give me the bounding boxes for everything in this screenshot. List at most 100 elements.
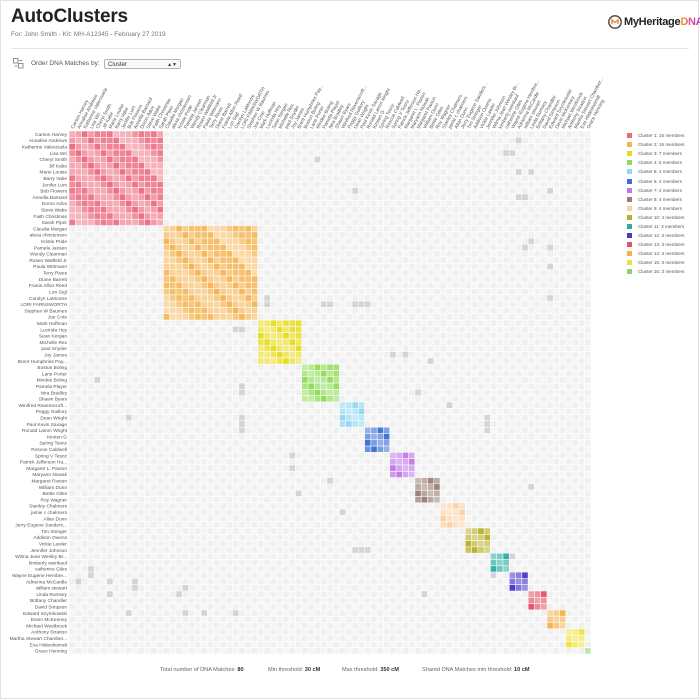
empty-cell[interactable] (87, 250, 95, 258)
empty-cell[interactable] (150, 364, 158, 371)
empty-cell[interactable] (433, 313, 441, 321)
empty-cell[interactable] (301, 149, 308, 157)
cluster-cell[interactable] (150, 168, 158, 176)
empty-cell[interactable] (238, 401, 246, 409)
empty-cell[interactable] (509, 194, 516, 201)
empty-cell[interactable] (270, 244, 277, 251)
empty-cell[interactable] (364, 212, 371, 220)
empty-cell[interactable] (100, 471, 107, 478)
empty-cell[interactable] (414, 219, 422, 226)
empty-cell[interactable] (370, 326, 378, 333)
empty-cell[interactable] (440, 389, 447, 396)
empty-cell[interactable] (496, 257, 503, 264)
cluster-cell[interactable] (113, 200, 120, 207)
empty-cell[interactable] (301, 206, 308, 213)
empty-cell[interactable] (238, 364, 246, 371)
empty-cell[interactable] (490, 408, 497, 415)
empty-cell[interactable] (125, 477, 132, 484)
empty-cell[interactable] (69, 294, 76, 302)
empty-cell[interactable] (389, 175, 397, 182)
empty-cell[interactable] (232, 332, 239, 339)
empty-cell[interactable] (188, 181, 195, 188)
empty-cell[interactable] (396, 244, 403, 251)
empty-cell[interactable] (226, 502, 233, 510)
cluster-cell[interactable] (75, 162, 82, 169)
shared-cell[interactable] (238, 389, 246, 396)
empty-cell[interactable] (452, 294, 459, 302)
empty-cell[interactable] (282, 168, 290, 176)
cluster-cell[interactable] (201, 238, 208, 245)
cluster-cell[interactable] (169, 263, 176, 270)
empty-cell[interactable] (389, 275, 397, 283)
cluster-cell[interactable] (188, 275, 195, 283)
empty-cell[interactable] (270, 149, 277, 157)
empty-cell[interactable] (295, 181, 302, 188)
cluster-cell[interactable] (113, 131, 120, 138)
empty-cell[interactable] (584, 257, 591, 264)
empty-cell[interactable] (421, 471, 428, 478)
empty-cell[interactable] (69, 427, 76, 434)
empty-cell[interactable] (490, 332, 497, 339)
empty-cell[interactable] (509, 212, 516, 220)
empty-cell[interactable] (458, 175, 466, 182)
empty-cell[interactable] (509, 238, 516, 245)
empty-cell[interactable] (540, 282, 547, 289)
empty-cell[interactable] (175, 149, 183, 157)
empty-cell[interactable] (553, 131, 560, 138)
empty-cell[interactable] (207, 496, 214, 503)
empty-cell[interactable] (553, 181, 560, 188)
cluster-cell[interactable] (150, 143, 158, 150)
empty-cell[interactable] (307, 162, 315, 169)
empty-cell[interactable] (144, 364, 151, 371)
empty-cell[interactable] (515, 376, 522, 384)
empty-cell[interactable] (345, 162, 353, 169)
empty-cell[interactable] (396, 238, 403, 245)
empty-cell[interactable] (270, 282, 277, 289)
empty-cell[interactable] (383, 200, 390, 207)
empty-cell[interactable] (572, 219, 579, 226)
empty-cell[interactable] (502, 200, 510, 207)
empty-cell[interactable] (389, 313, 397, 321)
cluster-cell[interactable] (157, 143, 164, 150)
empty-cell[interactable] (484, 219, 491, 226)
empty-cell[interactable] (414, 212, 422, 220)
empty-cell[interactable] (150, 464, 158, 472)
empty-cell[interactable] (182, 471, 189, 478)
empty-cell[interactable] (339, 149, 346, 157)
empty-cell[interactable] (389, 439, 397, 447)
empty-cell[interactable] (377, 376, 384, 384)
empty-cell[interactable] (383, 338, 390, 346)
empty-cell[interactable] (546, 332, 554, 339)
empty-cell[interactable] (226, 212, 233, 220)
cluster-cell[interactable] (339, 408, 346, 415)
empty-cell[interactable] (364, 257, 371, 264)
empty-cell[interactable] (553, 452, 560, 459)
empty-cell[interactable] (584, 263, 591, 270)
empty-cell[interactable] (565, 351, 573, 358)
empty-cell[interactable] (509, 275, 516, 283)
empty-cell[interactable] (345, 219, 353, 226)
empty-cell[interactable] (150, 238, 158, 245)
empty-cell[interactable] (502, 370, 510, 377)
empty-cell[interactable] (458, 263, 466, 270)
empty-cell[interactable] (471, 301, 478, 308)
empty-cell[interactable] (559, 313, 566, 321)
empty-cell[interactable] (515, 357, 522, 365)
empty-cell[interactable] (440, 477, 447, 484)
empty-cell[interactable] (81, 376, 88, 384)
empty-cell[interactable] (572, 357, 579, 365)
empty-cell[interactable] (125, 420, 132, 428)
empty-cell[interactable] (295, 364, 302, 371)
cluster-cell[interactable] (113, 219, 120, 226)
empty-cell[interactable] (440, 149, 447, 157)
empty-cell[interactable] (496, 275, 503, 283)
empty-cell[interactable] (565, 496, 573, 503)
empty-cell[interactable] (370, 420, 378, 428)
empty-cell[interactable] (100, 307, 107, 314)
cluster-cell[interactable] (163, 282, 170, 289)
empty-cell[interactable] (276, 408, 283, 415)
empty-cell[interactable] (194, 162, 202, 169)
empty-cell[interactable] (345, 389, 353, 396)
empty-cell[interactable] (383, 137, 390, 144)
empty-cell[interactable] (540, 345, 547, 352)
